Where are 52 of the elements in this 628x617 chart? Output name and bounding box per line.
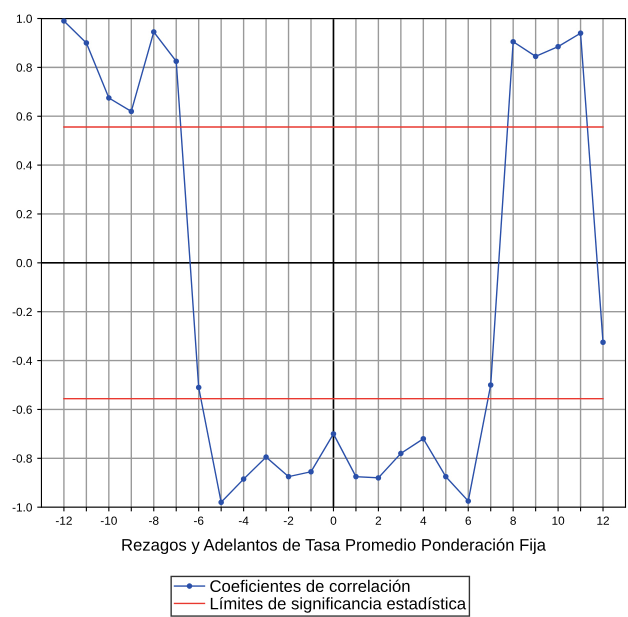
point (84, 40, 90, 46)
point (308, 468, 314, 475)
point (150, 29, 157, 35)
x-tick-label: 10 (552, 516, 564, 525)
point (555, 44, 561, 50)
point (330, 431, 336, 437)
point (488, 382, 494, 388)
x-tick-label: 2 (376, 516, 382, 525)
x-tick-label: 12 (597, 516, 609, 525)
point (106, 95, 112, 101)
point (128, 108, 134, 114)
x-tick-label: 0 (330, 516, 336, 525)
y-tick-label: -1.0 (12, 503, 32, 512)
point (61, 18, 67, 24)
y-tick-label: 0.8 (16, 63, 32, 72)
legend-label: Límites de significancia estadística (210, 597, 466, 613)
y-tick-label: -0.4 (12, 356, 32, 365)
point (398, 450, 404, 456)
point (510, 38, 516, 44)
x-tick-label: -10 (100, 516, 117, 525)
x-tick-label: -2 (284, 516, 294, 525)
x-tick-label: 4 (420, 516, 426, 525)
point (376, 475, 382, 481)
y-tick-label: 1.0 (16, 14, 32, 23)
point (196, 384, 202, 390)
point (218, 500, 224, 506)
x-tick-label: 6 (466, 516, 472, 525)
point (600, 339, 606, 346)
x-tick-label: -4 (238, 516, 249, 525)
x-tick-label: -6 (194, 516, 204, 525)
point (532, 54, 538, 60)
point (240, 476, 246, 482)
y-tick-label: 0.2 (16, 210, 32, 218)
point (578, 30, 584, 36)
legend-label: Coeficientes de correlación (210, 580, 410, 592)
y-tick-label: -0.6 (12, 405, 32, 414)
y-tick-label: 0.6 (16, 112, 32, 121)
x-tick-label: -12 (56, 516, 72, 525)
x-axis-title: Rezagos y Adelantos de Tasa Promedio Ponderación Fija (122, 538, 546, 554)
point (420, 436, 426, 442)
x-tick-label: 8 (510, 516, 516, 525)
y-tick-label: -0.2 (12, 308, 32, 316)
point (353, 474, 359, 480)
point (465, 498, 472, 504)
y-tick-label: -0.8 (12, 454, 32, 463)
point (263, 454, 269, 460)
y-tick-label: 0.4 (16, 161, 32, 170)
point (286, 474, 292, 480)
y-tick-label: 0.0 (16, 258, 32, 268)
point (443, 474, 449, 480)
point (173, 58, 180, 64)
x-tick-label: -8 (149, 516, 158, 525)
